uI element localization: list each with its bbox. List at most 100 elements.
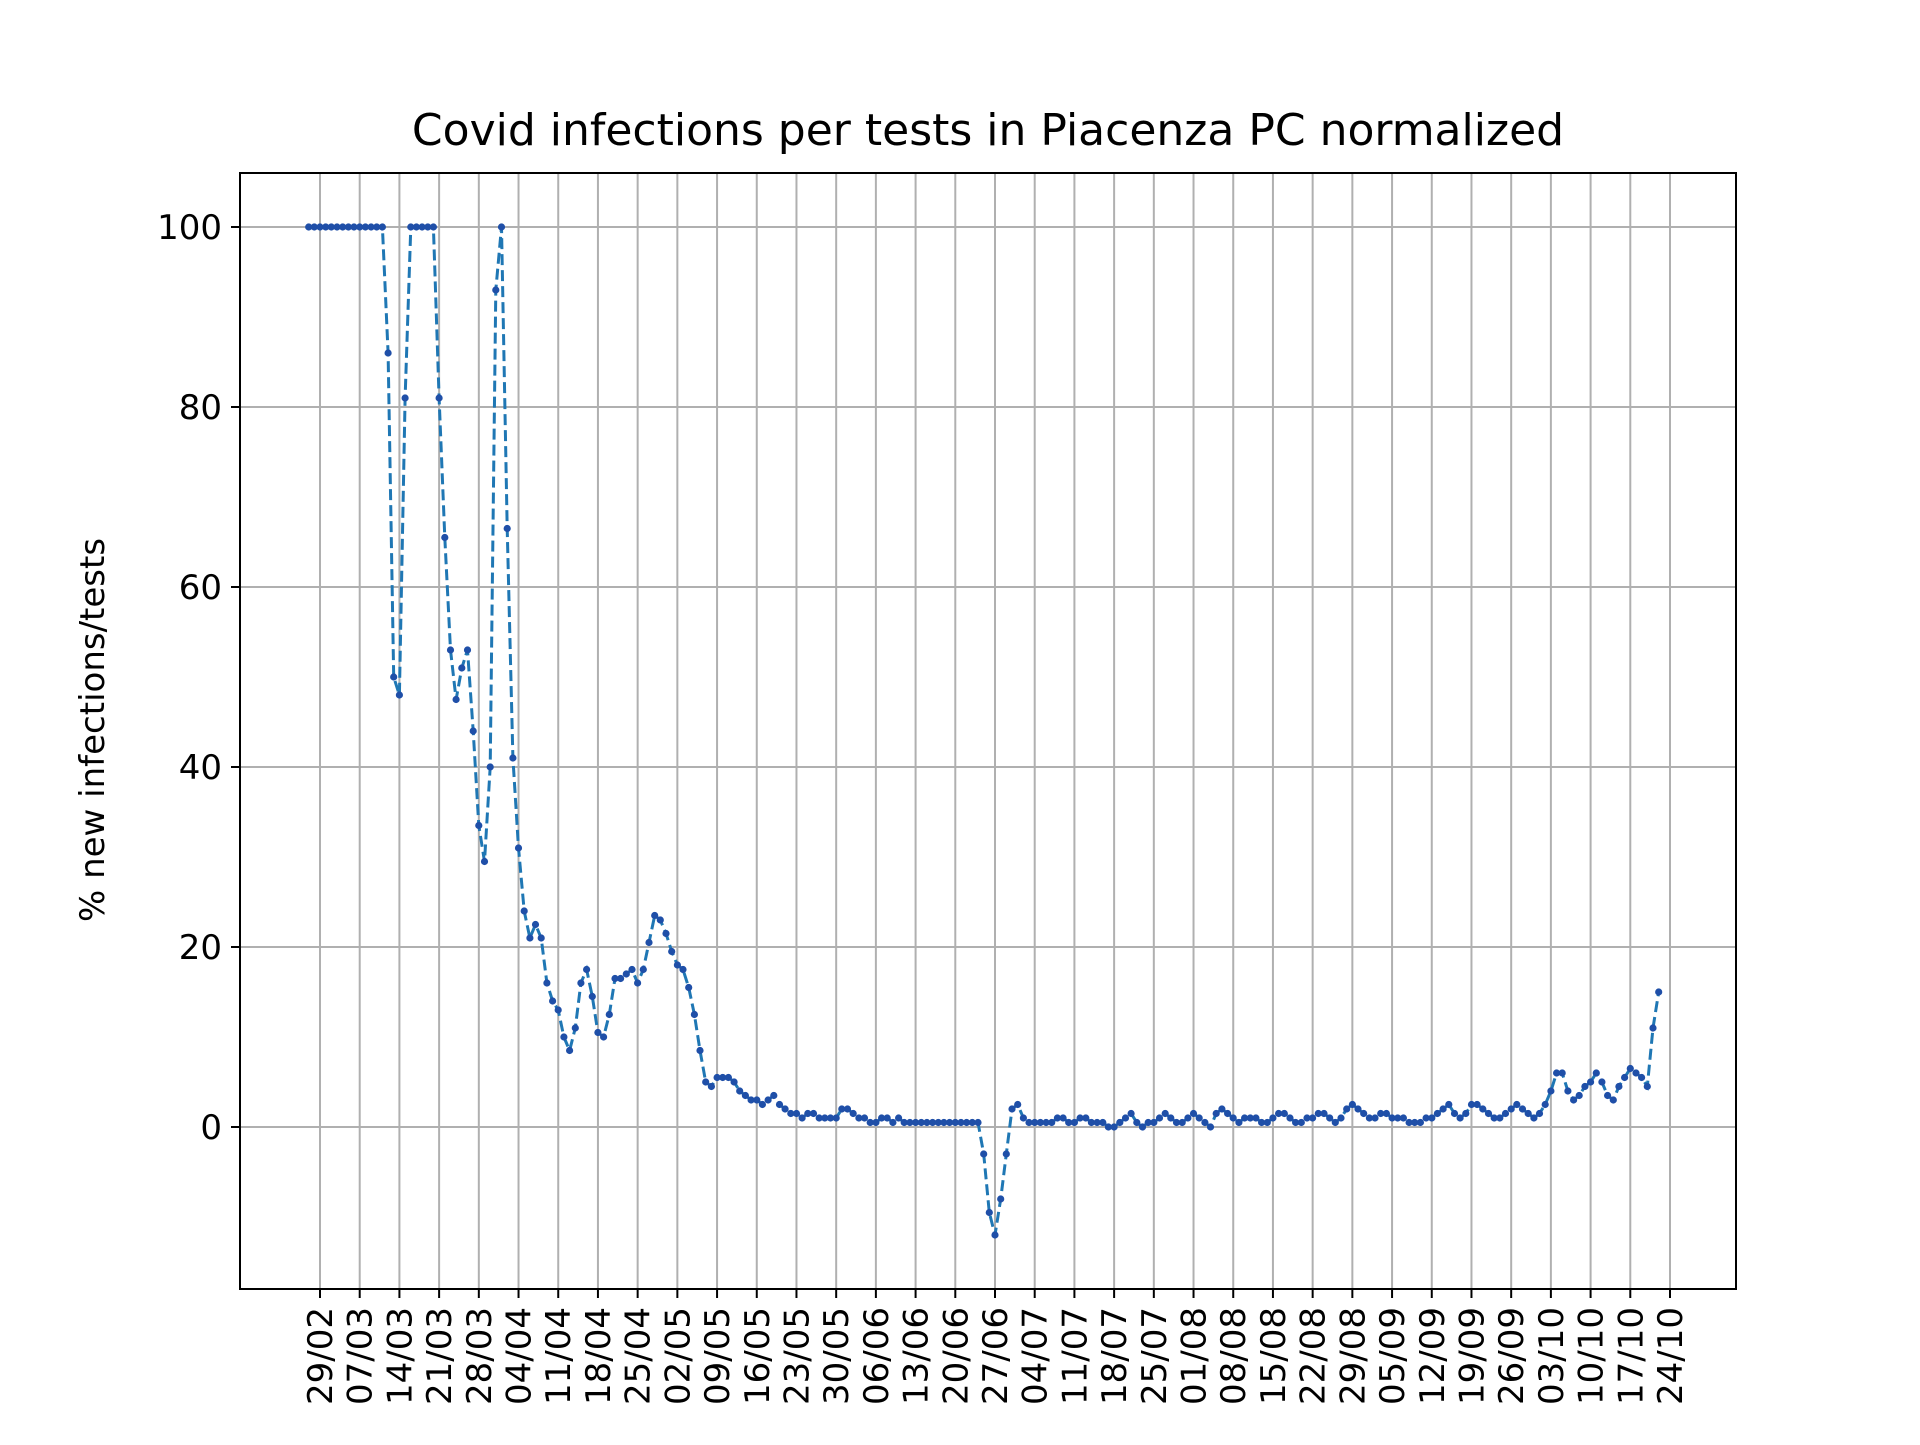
data-point: [1615, 1082, 1623, 1091]
data-point: [356, 223, 364, 231]
data-point: [934, 1118, 942, 1127]
data-point: [531, 920, 540, 929]
data-point: [1405, 1118, 1413, 1127]
data-point: [1354, 1105, 1362, 1113]
x-tick-label: 10/10: [1572, 1307, 1612, 1405]
data-point: [1473, 1100, 1481, 1109]
data-point: [344, 223, 352, 231]
data-point: [1598, 1078, 1606, 1086]
data-point: [1541, 1100, 1549, 1109]
data-point: [662, 929, 670, 938]
data-point: [367, 223, 375, 231]
data-point: [526, 934, 534, 942]
data-point: [452, 695, 460, 704]
plot-frame: [239, 172, 1737, 1290]
data-point: [1087, 1118, 1095, 1127]
data-point: [1433, 1109, 1441, 1118]
data-point: [679, 965, 687, 974]
data-point: [537, 934, 545, 942]
data-point: [333, 223, 341, 231]
data-point: [605, 1010, 613, 1019]
data-point: [849, 1109, 857, 1118]
y-tick-label: 20: [179, 928, 222, 968]
data-point: [322, 223, 330, 231]
data-point: [1371, 1114, 1379, 1122]
data-point: [1201, 1118, 1209, 1127]
data-point: [1161, 1109, 1169, 1118]
data-point: [458, 664, 466, 672]
x-tick-label: 11/07: [1055, 1307, 1095, 1405]
data-point: [1394, 1114, 1402, 1122]
data-point: [1326, 1114, 1334, 1122]
x-tick-label: 13/06: [897, 1307, 937, 1405]
data-point: [668, 947, 676, 956]
data-point: [418, 223, 426, 231]
data-point: [753, 1096, 761, 1104]
data-point: [1036, 1118, 1044, 1127]
data-point: [520, 907, 528, 915]
data-point: [1337, 1114, 1345, 1122]
data-point: [412, 223, 420, 231]
data-point: [940, 1118, 948, 1127]
data-point: [1331, 1118, 1339, 1127]
data-point: [1382, 1109, 1390, 1118]
data-point: [1133, 1118, 1141, 1127]
x-tick-label: 19/09: [1452, 1307, 1492, 1405]
data-point: [429, 223, 437, 231]
data-point: [821, 1114, 829, 1122]
x-tick-label: 22/08: [1294, 1307, 1334, 1405]
data-point: [1246, 1114, 1254, 1122]
data-point: [1229, 1114, 1237, 1122]
data-point: [1241, 1114, 1249, 1122]
data-point: [775, 1100, 784, 1109]
data-point: [1535, 1109, 1544, 1118]
data-point: [1587, 1078, 1595, 1086]
y-tick-label: 80: [179, 388, 222, 428]
data-point: [384, 349, 392, 357]
data-point: [1286, 1114, 1294, 1122]
data-point: [1224, 1109, 1232, 1118]
data-point: [327, 223, 335, 231]
data-point: [1258, 1118, 1266, 1127]
data-point: [1008, 1105, 1016, 1113]
data-point: [310, 223, 318, 231]
x-tick-label: 17/10: [1611, 1307, 1651, 1405]
x-tick-label: 18/04: [579, 1307, 619, 1405]
data-point: [787, 1109, 795, 1118]
data-point: [1570, 1096, 1578, 1104]
data-point: [577, 979, 585, 987]
data-point: [702, 1078, 710, 1086]
x-tick-label: 02/05: [658, 1307, 698, 1405]
data-point: [889, 1118, 897, 1127]
data-point: [855, 1114, 863, 1122]
data-point: [866, 1118, 874, 1127]
data-point: [792, 1109, 801, 1118]
data-point: [923, 1118, 931, 1127]
data-point: [1053, 1114, 1061, 1122]
data-point: [1388, 1114, 1396, 1122]
data-point: [764, 1096, 772, 1104]
data-point: [1150, 1118, 1158, 1127]
data-point: [1484, 1109, 1493, 1118]
x-tick-label: 05/09: [1373, 1307, 1413, 1405]
data-point: [628, 965, 636, 974]
data-point: [435, 394, 443, 402]
x-tick-label: 12/09: [1413, 1307, 1453, 1405]
data-point: [809, 1109, 818, 1118]
data-point: [1439, 1105, 1447, 1113]
data-point: [407, 223, 415, 231]
grid: [240, 173, 1736, 1289]
data-point: [571, 1024, 579, 1032]
data-point: [1604, 1091, 1612, 1100]
y-tick-label: 60: [179, 568, 222, 608]
data-point: [305, 223, 313, 231]
x-tick-label: 20/06: [936, 1307, 976, 1405]
data-point: [1360, 1109, 1368, 1118]
data-point: [1564, 1087, 1572, 1095]
data-point: [424, 223, 432, 231]
x-tick-label: 24/10: [1651, 1307, 1691, 1405]
data-point: [373, 223, 381, 231]
data-point: [316, 223, 324, 231]
